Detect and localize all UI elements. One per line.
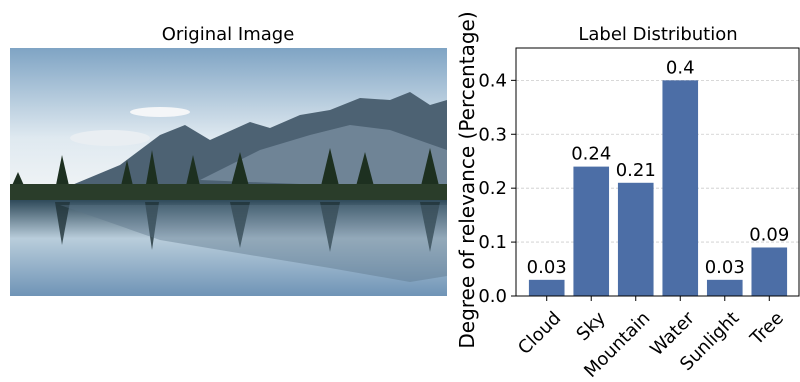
y-tick-label: 0.1 <box>478 232 507 253</box>
x-tick-label: Sky <box>572 307 610 345</box>
figure: Original Image Label Distribution 0.0 0.1 0… <box>0 0 800 382</box>
bar <box>751 247 787 296</box>
bar <box>573 167 609 296</box>
y-tick-label: 0.0 <box>478 286 507 307</box>
y-tick-label: 0.2 <box>478 178 507 199</box>
value-label: 0.03 <box>705 257 745 278</box>
y-tick-label: 0.4 <box>478 70 507 91</box>
bar <box>662 80 698 296</box>
bar <box>707 280 743 296</box>
y-axis-label: Degree of relevance (Percentage) <box>455 11 479 348</box>
value-label: 0.03 <box>527 257 567 278</box>
value-label: 0.09 <box>749 224 789 245</box>
value-label: 0.4 <box>666 57 695 78</box>
image-title: Original Image <box>162 24 295 45</box>
bar <box>529 280 565 296</box>
value-label: 0.21 <box>616 160 656 181</box>
y-tick-label: 0.3 <box>478 124 507 145</box>
x-tick-label: Tree <box>746 308 788 350</box>
photo <box>10 48 447 296</box>
x-tick-label: Cloud <box>514 308 565 359</box>
bar <box>618 183 654 296</box>
value-label: 0.24 <box>571 144 611 165</box>
chart-title: Label Distribution <box>578 24 737 45</box>
